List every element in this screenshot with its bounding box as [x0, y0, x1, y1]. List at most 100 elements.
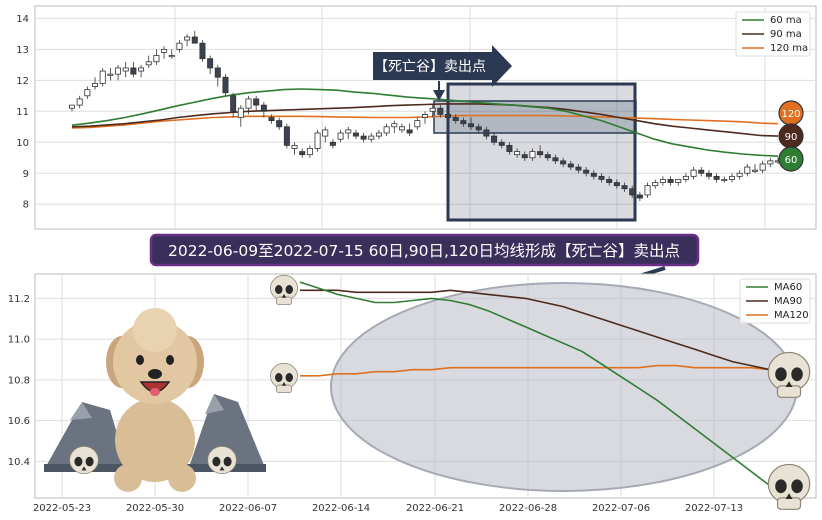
bottom-x-tick-label: 2022-07-13 [685, 503, 743, 514]
mountain-left [44, 402, 128, 470]
ma60-zoom-line [299, 281, 771, 487]
bottom-ma-lines [299, 281, 771, 487]
poodle-mascot-illustration [44, 308, 266, 492]
candlestick [368, 132, 375, 143]
top-y-tick-label: 10 [16, 138, 29, 149]
candlestick [122, 61, 129, 78]
candlestick [314, 129, 321, 152]
candlestick [276, 117, 283, 130]
legend-label-ma120: MA120 [774, 310, 809, 321]
candlestick [437, 105, 444, 118]
candlestick [421, 111, 428, 124]
bottom-y-tick-label: 10.8 [8, 375, 30, 386]
callout-pointer-head [433, 90, 445, 101]
candlestick [398, 123, 405, 133]
candlestick [360, 132, 367, 143]
ma60-line [71, 88, 779, 157]
skull-icon [767, 463, 811, 510]
skull-icon [767, 351, 811, 398]
sell-point-arrow-callout: 【死亡谷】卖出点 [373, 45, 512, 101]
candlestick [107, 67, 114, 81]
candlestick [675, 179, 682, 186]
bottom-y-tick-labels: 10.4 10.6 10.8 11.0 11.2 [8, 294, 30, 468]
bottom-y-tick-label: 11.0 [8, 335, 30, 346]
candlestick [291, 142, 298, 155]
ma90-zoom-line [300, 289, 771, 371]
candlestick [329, 139, 336, 149]
candlestick [92, 77, 99, 90]
badge-120-label: 120 [781, 109, 800, 120]
top-y-tick-labels: 8 9 10 11 12 13 14 [16, 14, 29, 211]
candlestick [260, 102, 267, 118]
candlestick [283, 123, 290, 149]
legend-label-60ma: 60 ma [770, 15, 802, 26]
candlestick [644, 182, 651, 199]
ma-period-badges: 120 90 60 [778, 100, 804, 172]
bottom-x-tick-label: 2022-06-21 [406, 503, 464, 514]
candlestick [207, 55, 214, 75]
top-y-tick-label: 13 [16, 45, 29, 56]
skull-icon [207, 445, 237, 475]
top-y-tick-label: 9 [23, 169, 29, 180]
candlestick [728, 173, 735, 183]
candlestick [567, 160, 574, 171]
candlestick [322, 126, 329, 143]
bottom-legend-box [739, 278, 811, 324]
candlestick [659, 176, 666, 186]
candlesticks [69, 30, 782, 202]
top-legend-box [735, 11, 811, 57]
banner-text: 2022-06-09至2022-07-15 60日,90日,120日均线形成【死… [168, 242, 680, 260]
candlestick [560, 157, 567, 168]
candlestick [475, 123, 482, 133]
candlestick [306, 145, 313, 158]
candlestick [245, 95, 252, 115]
candlestick [682, 173, 689, 183]
candlestick [629, 185, 636, 199]
bottom-x-tick-label: 2022-06-07 [219, 503, 277, 514]
candlestick [69, 104, 76, 112]
bottom-x-tick-label: 2022-07-06 [592, 503, 650, 514]
title-banner: 2022-06-09至2022-07-15 60日,90日,120日均线形成【死… [149, 233, 700, 267]
candlestick [222, 74, 229, 96]
candlestick [613, 179, 620, 189]
legend-label-90ma: 90 ma [770, 29, 802, 40]
candlestick [429, 105, 436, 118]
top-y-tick-label: 12 [16, 76, 29, 87]
candlestick [767, 157, 774, 168]
candlestick [690, 167, 697, 180]
candlestick [230, 92, 237, 118]
candlestick [199, 40, 206, 62]
candlestick [705, 170, 712, 180]
skull-icon [270, 362, 298, 393]
skull-icons [270, 274, 811, 510]
candlestick [168, 49, 175, 59]
candlestick [345, 126, 352, 140]
candlestick [138, 64, 145, 78]
bottom-x-tick-label: 2022-05-30 [126, 503, 184, 514]
candlestick [237, 105, 244, 127]
bottom-x-tick-label: 2022-06-28 [499, 503, 557, 514]
candlestick [99, 67, 106, 87]
candlestick [721, 176, 728, 183]
candlestick [253, 95, 260, 112]
candlestick [214, 64, 221, 87]
candlestick [153, 49, 160, 65]
candlestick [529, 148, 536, 161]
candlestick [383, 123, 390, 137]
candlestick [406, 123, 413, 137]
candlestick [84, 86, 91, 99]
candlestick [491, 132, 498, 146]
candlestick [391, 120, 398, 133]
candlestick-panel: 8 9 10 11 12 13 14 【死亡谷】卖出点 60 ma 90 ma 120 ma… [16, 5, 817, 230]
candlestick [452, 114, 459, 124]
bottom-y-tick-label: 10.4 [8, 457, 30, 468]
candlestick [598, 173, 605, 183]
bottom-x-tick-label: 2022-06-14 [312, 503, 370, 514]
candlestick [375, 129, 382, 140]
top-grid [35, 6, 816, 229]
candlestick [583, 167, 590, 177]
badge-60 [778, 146, 804, 172]
candlestick [514, 148, 521, 158]
legend-label-ma60: MA60 [774, 282, 802, 293]
candlestick [176, 40, 183, 53]
